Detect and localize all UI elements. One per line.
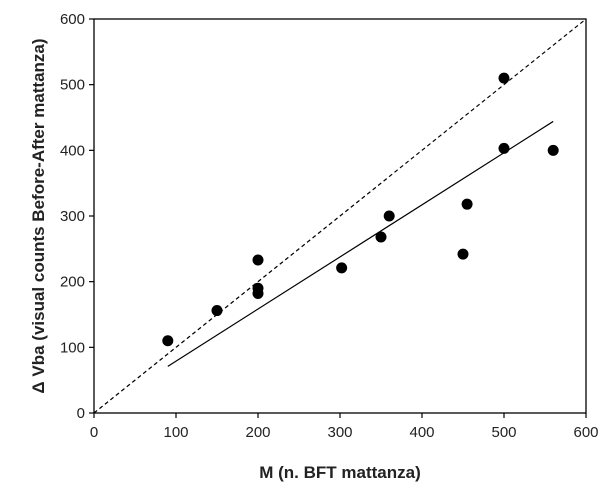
data-point <box>211 305 223 317</box>
y-tick-label: 0 <box>77 405 85 422</box>
data-point <box>461 198 473 210</box>
data-point <box>252 254 264 266</box>
x-tick-label: 200 <box>245 424 270 441</box>
x-axis-ticks: 0 100 200 300 400 500 600 <box>90 413 599 441</box>
y-tick-label: 600 <box>60 11 85 28</box>
data-point <box>375 231 387 243</box>
y-tick-label: 100 <box>60 339 85 356</box>
data-point <box>547 144 559 156</box>
data-point <box>162 335 174 347</box>
y-tick-label: 400 <box>60 142 85 159</box>
x-tick-label: 300 <box>327 424 352 441</box>
x-tick-label: 100 <box>163 424 188 441</box>
data-point <box>498 142 510 154</box>
y-axis-ticks: 0 100 200 300 400 500 600 <box>60 11 94 422</box>
data-point <box>336 262 348 274</box>
x-tick-label: 600 <box>573 424 598 441</box>
data-point <box>252 287 264 299</box>
y-axis-title: Δ Vba (visual counts Before-After mattan… <box>29 38 48 393</box>
data-point <box>457 248 469 260</box>
x-axis-title: M (n. BFT mattanza) <box>259 463 421 482</box>
regression-line <box>167 120 554 367</box>
x-tick-label: 400 <box>409 424 434 441</box>
y-tick-label: 300 <box>60 208 85 225</box>
x-tick-label: 0 <box>90 424 98 441</box>
data-point <box>498 72 510 84</box>
x-tick-label: 500 <box>491 424 516 441</box>
y-tick-label: 200 <box>60 274 85 291</box>
identity-line <box>93 18 587 414</box>
data-point <box>383 210 395 222</box>
data-points <box>162 72 559 347</box>
y-tick-label: 500 <box>60 77 85 94</box>
